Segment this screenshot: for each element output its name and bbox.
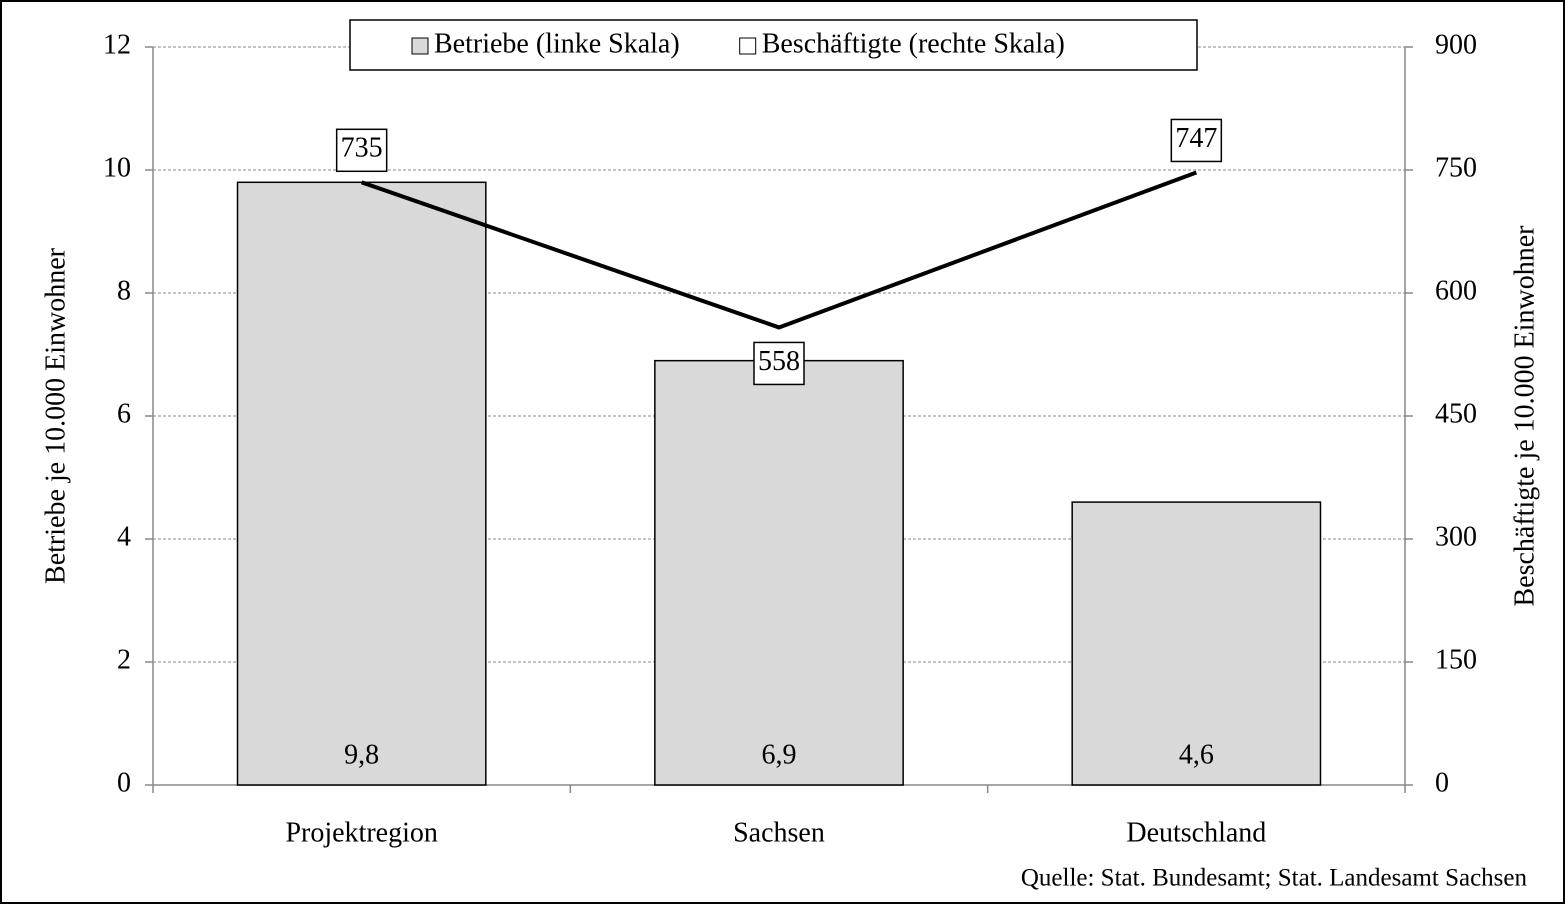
y2-tick-label: 600 bbox=[1435, 275, 1477, 306]
x-tick-label: Deutschland bbox=[1126, 817, 1266, 848]
y2-tick-label: 150 bbox=[1435, 644, 1477, 675]
x-tick-label: Sachsen bbox=[733, 817, 825, 848]
bar-value-label: 6,9 bbox=[762, 739, 797, 770]
y-axis-label: Betriebe je 10.000 Einwohner bbox=[40, 247, 71, 584]
line-value-label: 558 bbox=[758, 346, 800, 377]
y2-tick-label: 750 bbox=[1435, 152, 1477, 183]
y-tick-label: 8 bbox=[117, 275, 131, 306]
source: Quelle: Stat. Bundesamt; Stat. Landesamt… bbox=[1021, 865, 1528, 892]
bar bbox=[1071, 501, 1322, 786]
y-tick-label: 6 bbox=[117, 398, 131, 429]
y2-tick-label: 900 bbox=[1435, 29, 1477, 60]
bar bbox=[654, 359, 904, 786]
y2-tick-label: 450 bbox=[1435, 398, 1477, 429]
legend-box bbox=[349, 19, 1198, 71]
legend-label: Betriebe (linke Skala) bbox=[434, 28, 680, 59]
legend-swatch bbox=[411, 37, 429, 55]
bar bbox=[236, 181, 487, 786]
bar-value-label: 9,8 bbox=[344, 739, 379, 770]
y-tick-label: 2 bbox=[117, 644, 131, 675]
y-tick-label: 4 bbox=[117, 521, 131, 552]
label-box bbox=[753, 341, 805, 386]
line-value-label: 735 bbox=[341, 133, 383, 164]
line bbox=[361, 170, 1198, 330]
y-tick-label: 10 bbox=[103, 152, 131, 183]
x-tick-label: Projektregion bbox=[285, 817, 437, 848]
line-value-label: 747 bbox=[1175, 123, 1217, 154]
y2-tick-label: 0 bbox=[1435, 767, 1449, 798]
y2-tick-label: 300 bbox=[1435, 521, 1477, 552]
label-box bbox=[335, 128, 388, 173]
y-tick-label: 0 bbox=[117, 767, 131, 798]
bar-value-label: 4,6 bbox=[1179, 739, 1214, 770]
y-tick-label: 12 bbox=[103, 29, 131, 60]
legend-label: Beschäftigte (rechte Skala) bbox=[762, 28, 1065, 59]
label-box bbox=[1170, 118, 1223, 163]
y2-axis-label: Beschäftigte je 10.000 Einwohner bbox=[1509, 225, 1540, 607]
legend-swatch bbox=[739, 37, 757, 55]
